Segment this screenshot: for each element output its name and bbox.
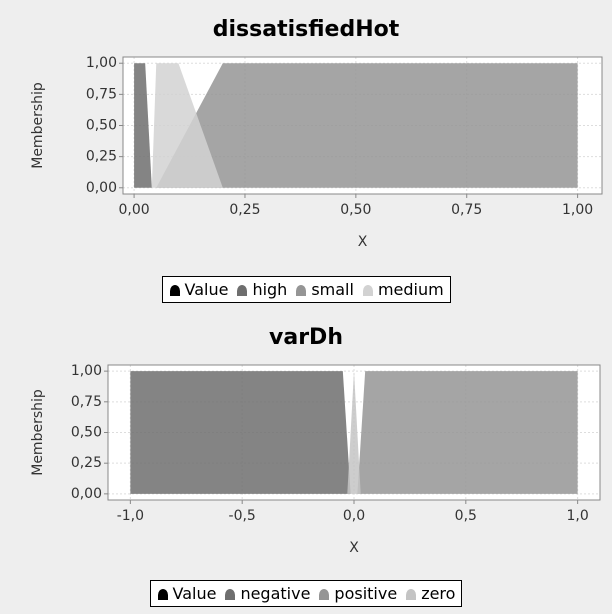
legend-swatch-shape [406,588,417,600]
legend-swatch-shape [157,588,168,600]
legend-item: Value [169,280,229,299]
y-tick-label: 1,00 [71,363,102,379]
y-tick-label: 0,75 [86,86,117,102]
legend: Value negative positive zero [149,580,463,607]
y-tick-label: 0,50 [71,425,102,441]
legend-label: zero [421,584,456,603]
legend-swatch-shape [237,284,248,296]
chart: varDh 0,00 0,25 0,50 0,75 1,00 -1,0 -0,5 0,0 0,5 1… [30,325,601,556]
chart-title: dissatisfiedHot [213,17,400,42]
legend-swatch-shape [319,588,330,600]
x-tick-label: 0,50 [340,202,371,218]
area [357,371,578,494]
x-axis-label: X [358,234,368,250]
legend-swatch-shape [362,284,373,296]
legend-swatch [296,284,307,296]
legend-swatch [406,588,417,600]
legend-swatch [225,588,236,600]
area [156,63,578,188]
x-tick-label: -0,5 [229,508,256,524]
legend-item: high [236,280,287,299]
legend-swatch [157,588,168,600]
y-axis-label: Membership [30,389,46,476]
y-tick-label: 0,50 [86,118,117,134]
legend-label: positive [334,584,398,603]
legend-item: zero [405,584,455,603]
legend: Value high small medium [161,276,451,303]
legend-label: medium [377,280,444,299]
legend-item: Value [157,584,217,603]
legend-swatch-shape [169,284,180,296]
legend-swatch-shape [225,588,236,600]
legend-item: small [295,280,354,299]
area [347,371,361,494]
x-tick-label: 0,75 [451,202,482,218]
y-tick-label: 0,75 [71,394,102,410]
y-tick-label: 0,00 [71,486,102,502]
legend-label: negative [240,584,311,603]
x-tick-label: -1,0 [117,508,144,524]
legend-label: small [311,280,354,299]
area [134,63,152,188]
x-tick-label: 1,0 [567,508,589,524]
y-tick-label: 1,00 [86,55,117,71]
y-tick-label: 0,25 [71,455,102,471]
y-axis-label: Membership [30,82,46,169]
area [151,63,223,188]
x-tick-label: 0,5 [455,508,477,524]
legend-swatch [362,284,373,296]
legend-item: positive [318,584,397,603]
legend-item: medium [362,280,444,299]
x-tick-label: 0,00 [119,202,150,218]
legend-item: negative [224,584,310,603]
y-tick-label: 0,25 [86,149,117,165]
legend-swatch-shape [296,284,307,296]
x-tick-label: 1,00 [562,202,593,218]
chart-title: varDh [269,325,343,350]
legend-swatch [237,284,248,296]
plot-border [107,364,601,501]
legend-label: high [252,280,288,299]
y-tick-label: 0,00 [86,180,117,196]
legend-label: Value [184,280,229,299]
chart: dissatisfiedHot 0,00 0,25 0,50 0,75 1,00 0,00 0… [30,17,603,250]
x-tick-label: 0,0 [343,508,365,524]
area [130,371,351,494]
x-tick-label: 0,25 [229,202,260,218]
plot-border [122,56,603,195]
legend-label: Value [172,584,217,603]
legend-swatch [319,588,330,600]
x-axis-label: X [349,540,359,556]
legend-swatch [169,284,180,296]
